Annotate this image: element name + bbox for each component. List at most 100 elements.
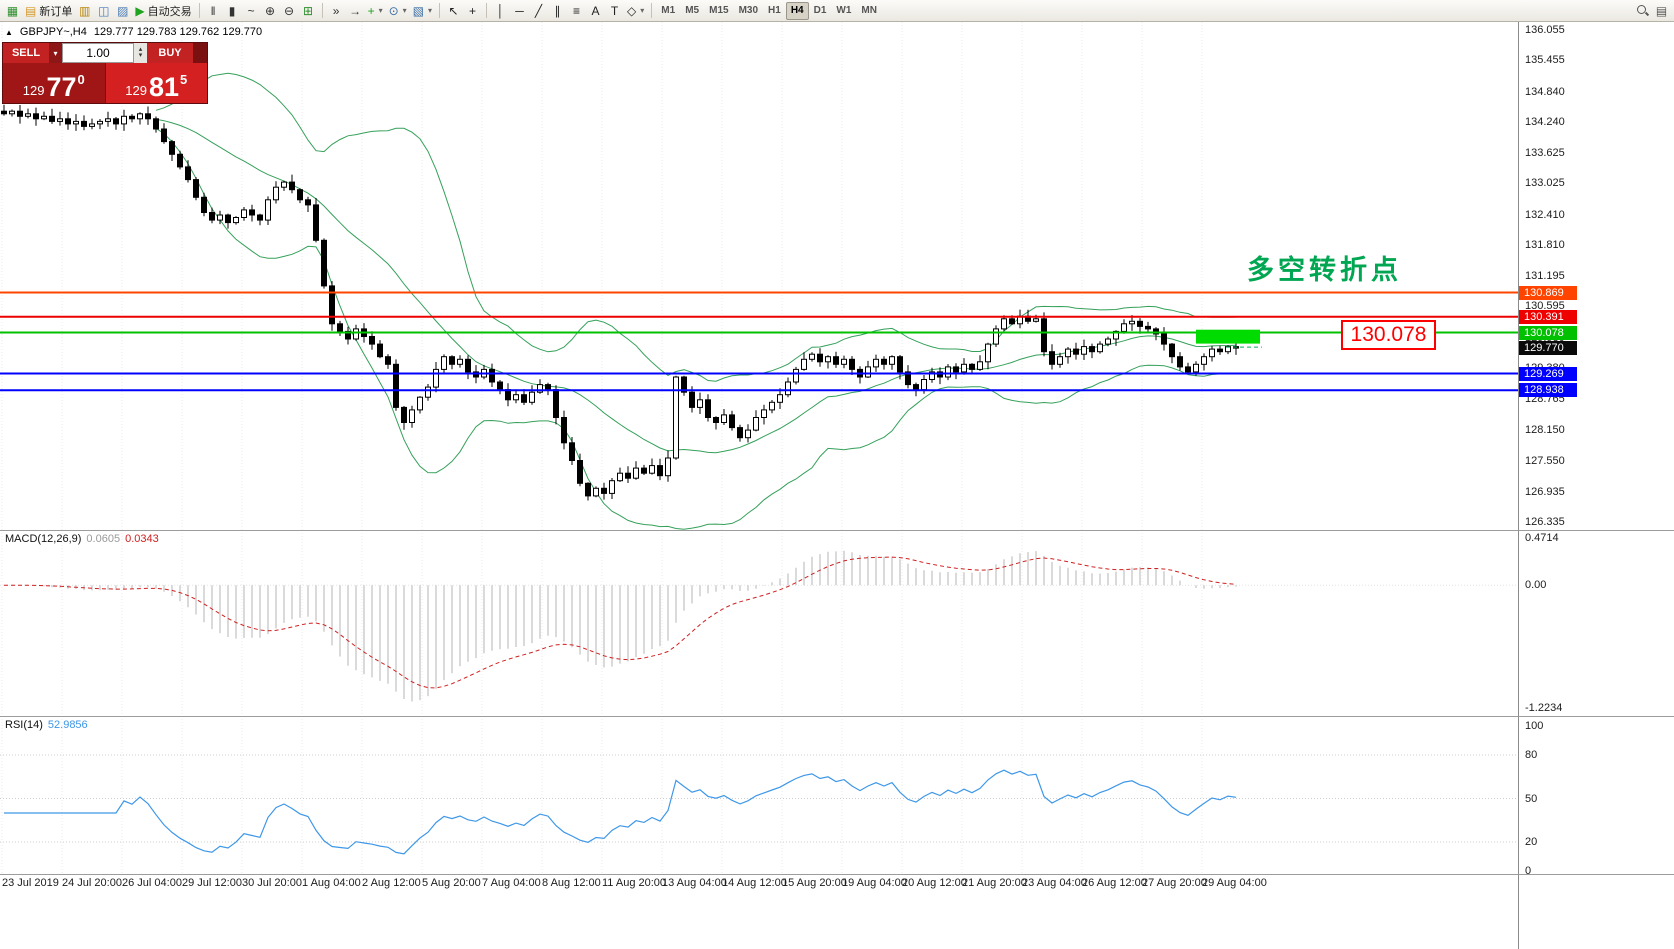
market-watch-icon[interactable]: ▥ — [75, 2, 94, 20]
time-axis-label: 11 Aug 20:00 — [602, 877, 667, 889]
volume-dropdown-caret-icon[interactable]: ▾ — [49, 43, 62, 63]
label-icon[interactable]: T — [605, 2, 624, 20]
level-price-badge: 130.078 — [1519, 325, 1577, 340]
turning-point-annotation[interactable]: 多空转折点 — [1247, 255, 1402, 285]
macd-axis-label: 0.4714 — [1525, 532, 1559, 544]
buy-price-big: 81 — [148, 71, 179, 102]
timeframe-h4[interactable]: H4 — [785, 1, 809, 20]
buy-price-sup: 5 — [180, 72, 188, 87]
price-axis[interactable]: 136.055 135.455 134.840 134.240 133.625 133.0… — [1519, 0, 1674, 949]
timeframe-m15[interactable]: M15 — [709, 5, 729, 16]
macd-panel-canvas[interactable] — [0, 530, 1518, 716]
symbol-ohlc: 129.777 129.783 129.762 129.770 — [93, 26, 263, 38]
auto-scroll-icon: » — [332, 3, 340, 18]
app-icon: ▦ — [6, 3, 19, 18]
market-watch-icon: ▥ — [79, 3, 91, 18]
time-axis[interactable]: 23 Jul 2019 24 Jul 20:00 26 Jul 04:00 29 Ju… — [0, 874, 1518, 898]
time-axis-label: 2 Aug 12:00 — [362, 877, 421, 889]
text-icon[interactable]: A — [586, 2, 605, 20]
layout-icon[interactable]: ▤ — [1652, 2, 1671, 20]
app-icon[interactable]: ▦ — [3, 2, 22, 20]
crosshair-icon[interactable]: + — [463, 2, 482, 20]
panel-separator-rsi[interactable] — [0, 716, 1674, 717]
timeframe-m1[interactable]: M1 — [661, 5, 676, 16]
periods-icon[interactable]: ⊙ ▾ — [386, 2, 410, 20]
channel-icon: ∥ — [554, 3, 561, 18]
grid-icon: ⊞ — [303, 3, 314, 18]
time-axis-label: 27 Aug 20:00 — [1142, 877, 1207, 889]
timeframe-h1[interactable]: H1 — [768, 5, 781, 16]
trendline-icon: ╱ — [534, 3, 543, 18]
new-order-button[interactable]: ▤ 新订单 — [22, 2, 75, 20]
current-price-badge: 129.770 — [1519, 341, 1577, 356]
sell-price-sup: 0 — [77, 72, 85, 87]
shapes-icon: ◇ — [627, 3, 637, 18]
spin-down-icon[interactable]: ▾ — [138, 52, 143, 59]
volume-spinner[interactable]: ▴ ▾ — [134, 43, 147, 63]
price-axis-line — [1518, 22, 1519, 949]
sell-button[interactable]: SELL — [3, 43, 49, 63]
price-label-box[interactable]: 130.078 — [1341, 320, 1436, 350]
level-price-badge: 128.938 — [1519, 383, 1577, 398]
grid-icon[interactable]: ⊞ — [299, 2, 318, 20]
periods-caret-icon[interactable]: ▾ — [402, 6, 407, 15]
spin-up-icon[interactable]: ▴ — [138, 46, 143, 53]
vertical-gridlines — [1, 530, 1203, 716]
collapse-panel-icon[interactable]: ▲ — [5, 27, 13, 37]
buy-button[interactable]: BUY — [147, 43, 193, 63]
main-toolbar: ▦ ▤ 新订单 ▥ ◫ ▨ ▶ 自动交易 ‖ ▮ ~ ⊕ ⊖ ⊞» → + ▾ ⊙ ▾ ▧ ▾ ↖ + │ ─ ╱ ∥ ≡ A T ◇ ▾ M1… — [0, 0, 1674, 22]
timeframe-mn[interactable]: MN — [861, 5, 877, 16]
search-icon[interactable] — [1633, 2, 1652, 20]
fibonacci-icon: ≡ — [573, 3, 581, 18]
rsi-axis-label: 100 — [1525, 720, 1544, 732]
volume-input[interactable] — [62, 43, 134, 63]
candles-icon[interactable]: ▮ — [223, 2, 242, 20]
line-chart-icon[interactable]: ~ — [242, 2, 261, 20]
shapes-icon[interactable]: ◇ ▾ — [624, 2, 647, 20]
new-order-icon: ▤ — [25, 3, 37, 18]
auto-scroll-icon[interactable]: » — [327, 2, 346, 20]
bars-icon[interactable]: ‖ — [204, 2, 223, 20]
zoom-in-icon: ⊕ — [265, 3, 276, 18]
vertical-line-icon[interactable]: │ — [491, 2, 510, 20]
panel-separator-macd[interactable] — [0, 530, 1674, 531]
templates-caret-icon[interactable]: ▾ — [428, 6, 433, 15]
sell-price-button[interactable]: 129 77 0 — [3, 63, 106, 103]
time-axis-label: 5 Aug 20:00 — [422, 877, 481, 889]
timeframe-d1[interactable]: D1 — [813, 5, 827, 16]
cursor-icon[interactable]: ↖ — [444, 2, 463, 20]
zoom-in-icon[interactable]: ⊕ — [261, 2, 280, 20]
rsi-line — [4, 769, 1237, 855]
chart-shift-icon[interactable]: → — [346, 2, 365, 20]
chart-shift-icon: → — [349, 3, 362, 18]
new-order-button-label: 新订单 — [39, 5, 73, 18]
rsi-panel-canvas[interactable] — [0, 716, 1518, 874]
candlestick-chart-canvas[interactable] — [0, 22, 1518, 530]
toolbar-separator — [439, 3, 441, 18]
fibonacci-icon[interactable]: ≡ — [567, 2, 586, 20]
panel-separator-timeaxis[interactable] — [0, 874, 1674, 875]
timeframe-m5[interactable]: M5 — [685, 5, 700, 16]
horizontal-line-icon[interactable]: ─ — [510, 2, 529, 20]
navigator-icon[interactable]: ▨ — [113, 2, 132, 20]
new-chart-icon[interactable]: + ▾ — [365, 2, 386, 20]
channel-icon[interactable]: ∥ — [548, 2, 567, 20]
timeframe-w1[interactable]: W1 — [836, 5, 852, 16]
data-window-icon[interactable]: ◫ — [94, 2, 113, 20]
time-axis-label: 26 Jul 04:00 — [122, 877, 182, 889]
time-axis-label: 30 Jul 20:00 — [242, 877, 302, 889]
highlight-rectangle[interactable] — [1196, 329, 1260, 344]
time-axis-label: 29 Jul 12:00 — [182, 877, 242, 889]
timeframe-m30[interactable]: M30 — [738, 5, 759, 16]
zoom-out-icon[interactable]: ⊖ — [280, 2, 299, 20]
symbol-title: GBPJPY~,H4 — [19, 26, 87, 38]
rsi-axis-label: 20 — [1525, 836, 1538, 848]
time-axis-label: 26 Aug 12:00 — [1082, 877, 1147, 889]
shapes-caret-icon[interactable]: ▾ — [640, 6, 645, 15]
autotrade-button[interactable]: ▶ 自动交易 — [132, 2, 194, 20]
trendline-icon[interactable]: ╱ — [529, 2, 548, 20]
buy-price-button[interactable]: 129 81 5 — [105, 63, 207, 103]
templates-icon[interactable]: ▧ ▾ — [410, 2, 435, 20]
new-chart-caret-icon[interactable]: ▾ — [378, 6, 383, 15]
